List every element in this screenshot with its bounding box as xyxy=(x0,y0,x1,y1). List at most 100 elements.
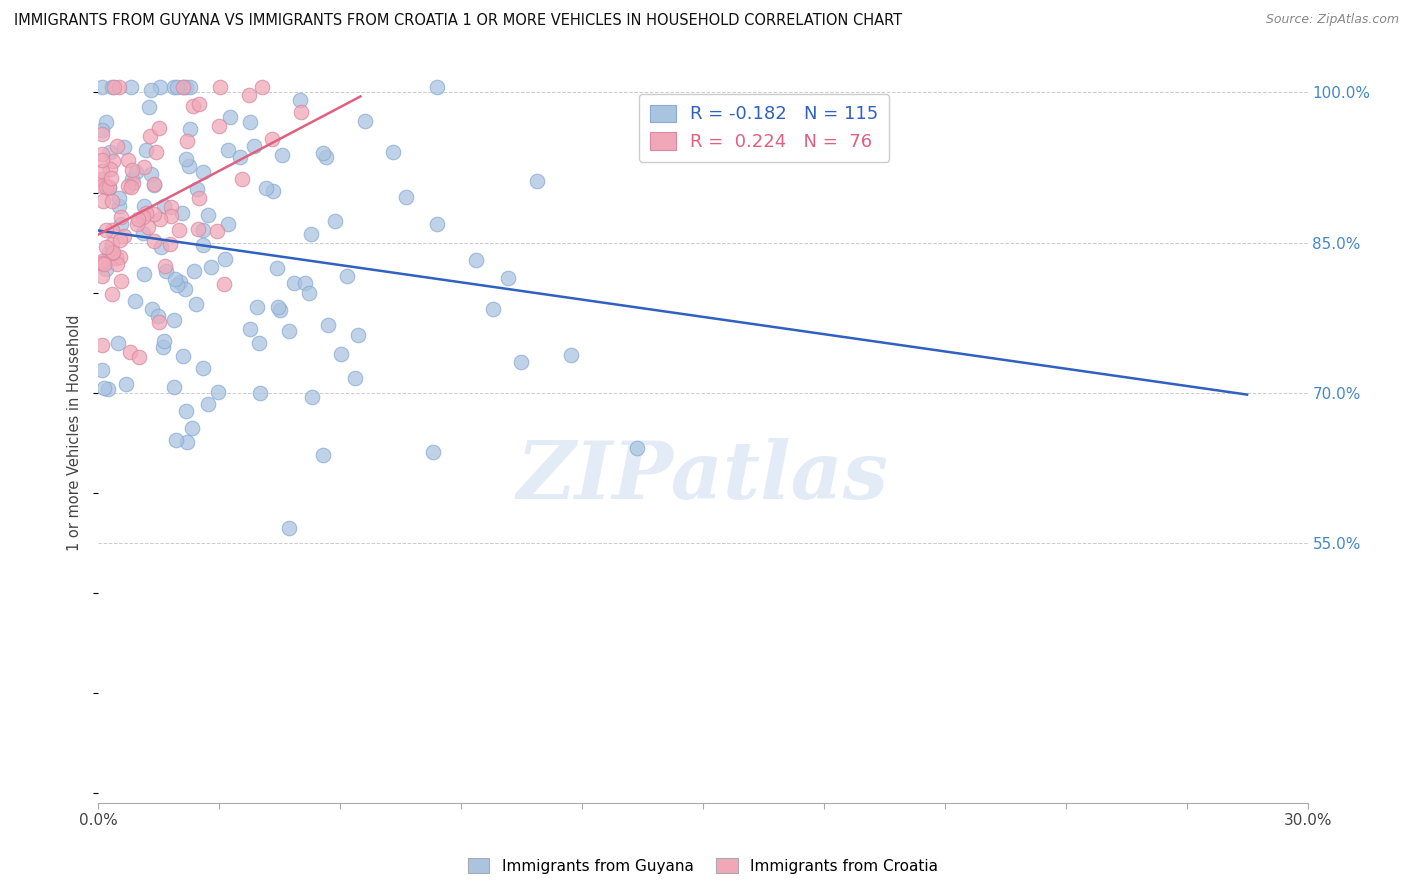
Point xyxy=(177,159,200,173)
Point xyxy=(135,144,157,158)
Point xyxy=(105,138,128,153)
Point xyxy=(112,140,135,154)
Point xyxy=(93,381,115,395)
Point xyxy=(174,80,197,95)
Point xyxy=(146,309,169,323)
Point xyxy=(96,262,118,277)
Point xyxy=(124,293,146,308)
Point xyxy=(316,318,339,332)
Point xyxy=(174,152,197,166)
Point xyxy=(239,322,262,336)
Point xyxy=(207,384,229,399)
Point xyxy=(128,350,150,364)
Point xyxy=(153,259,176,273)
Point xyxy=(290,104,312,119)
Point xyxy=(299,227,322,241)
Point xyxy=(152,341,174,355)
Point xyxy=(193,223,215,237)
Point xyxy=(132,199,155,213)
Point xyxy=(104,251,127,265)
Point xyxy=(98,181,121,195)
Point xyxy=(93,194,115,209)
Point xyxy=(266,300,288,314)
Point xyxy=(93,257,115,271)
Point xyxy=(169,223,191,237)
Point xyxy=(91,256,114,270)
Point xyxy=(246,300,269,314)
Point xyxy=(172,80,194,95)
Point xyxy=(278,520,301,534)
Text: IMMIGRANTS FROM GUYANA VS IMMIGRANTS FROM CROATIA 1 OR MORE VEHICLES IN HOUSEHOL: IMMIGRANTS FROM GUYANA VS IMMIGRANTS FRO… xyxy=(14,13,903,29)
Point xyxy=(496,271,519,285)
Point xyxy=(145,145,167,159)
Point xyxy=(165,272,187,286)
Point xyxy=(135,206,157,220)
Point xyxy=(183,264,205,278)
Point xyxy=(96,179,118,194)
Point xyxy=(186,182,208,196)
Point xyxy=(110,217,132,231)
Point xyxy=(121,176,143,190)
Point xyxy=(100,236,122,251)
Point xyxy=(118,344,141,359)
Point xyxy=(187,97,209,112)
Point xyxy=(179,122,201,136)
Point xyxy=(107,335,129,350)
Point xyxy=(336,268,359,283)
Point xyxy=(160,200,183,214)
Point xyxy=(149,211,172,226)
Point xyxy=(131,226,153,240)
Point xyxy=(142,178,165,192)
Point xyxy=(159,237,181,252)
Point xyxy=(205,224,228,238)
Point xyxy=(169,276,191,290)
Point xyxy=(163,313,186,327)
Point xyxy=(214,277,236,291)
Point xyxy=(510,355,533,369)
Point xyxy=(101,244,124,259)
Point xyxy=(91,164,114,178)
Point xyxy=(91,128,114,142)
Text: Source: ZipAtlas.com: Source: ZipAtlas.com xyxy=(1265,13,1399,27)
Point xyxy=(301,390,323,404)
Point xyxy=(165,434,187,448)
Point xyxy=(120,80,142,95)
Point xyxy=(166,278,188,293)
Point xyxy=(117,153,139,167)
Point xyxy=(262,185,284,199)
Point xyxy=(243,139,266,153)
Point xyxy=(238,115,260,129)
Point xyxy=(108,190,131,204)
Point xyxy=(98,145,121,159)
Point xyxy=(159,209,181,223)
Point xyxy=(200,260,222,275)
Point xyxy=(294,276,316,290)
Text: ZIPatlas: ZIPatlas xyxy=(517,438,889,516)
Point xyxy=(148,315,170,329)
Point xyxy=(250,80,273,95)
Point xyxy=(247,336,270,351)
Point xyxy=(219,110,242,124)
Point xyxy=(560,348,582,362)
Point xyxy=(141,301,163,316)
Point xyxy=(97,245,120,260)
Legend: R = -0.182   N = 115, R =  0.224   N =  76: R = -0.182 N = 115, R = 0.224 N = 76 xyxy=(640,94,889,162)
Point xyxy=(298,285,321,300)
Point xyxy=(97,382,120,396)
Point xyxy=(142,207,165,221)
Point xyxy=(125,165,148,179)
Point xyxy=(153,199,176,213)
Point xyxy=(626,441,648,455)
Point xyxy=(108,250,131,264)
Point xyxy=(155,263,177,277)
Point xyxy=(174,404,197,418)
Point xyxy=(187,191,209,205)
Point xyxy=(91,146,114,161)
Point xyxy=(187,221,209,235)
Point xyxy=(108,80,131,95)
Point xyxy=(149,80,172,95)
Point xyxy=(172,349,194,363)
Point xyxy=(231,171,253,186)
Point xyxy=(283,276,305,290)
Point xyxy=(120,180,142,194)
